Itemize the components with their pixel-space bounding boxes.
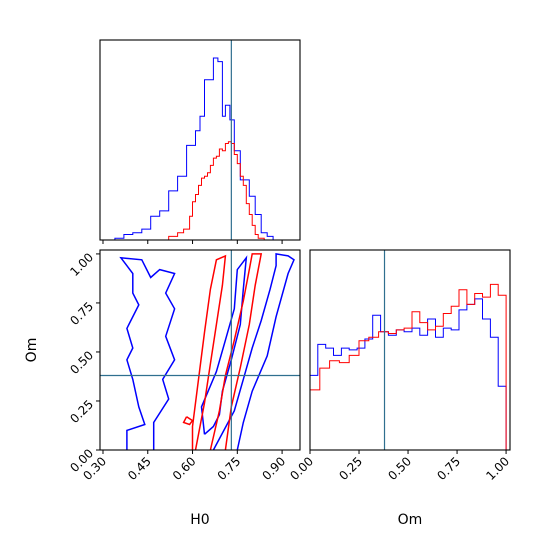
- h0-histogram-blue: [103, 57, 274, 241]
- om-histogram-panel: 0.00 0.25 0.50 0.75 1.00: [287, 249, 512, 483]
- om-x-tick-label: 0.50: [385, 454, 414, 483]
- h0-histogram-panel: [99, 39, 301, 244]
- h0-om-contour-panel: 0.30 0.45 0.60 0.75 0.90 0.000.250.500.751.0…: [67, 249, 301, 483]
- h0-x-tick-label: 0.45: [125, 454, 154, 483]
- h0-axis-label: H0: [190, 512, 209, 528]
- contour-blue-1: [212, 253, 295, 451]
- om-x-ticks: 0.00 0.25 0.50 0.75 1.00: [287, 450, 512, 483]
- h0-histogram-red: [168, 141, 265, 240]
- h0-x-tick-label: 0.60: [170, 454, 199, 483]
- contour-red-0: [191, 254, 227, 451]
- om-x-tick-label: 1.00: [483, 454, 512, 483]
- h0-x-ticks: 0.30 0.45 0.60 0.75 0.90: [80, 450, 288, 483]
- om-x-tick-label: 0.25: [336, 454, 365, 483]
- om-x-tick-label: 0.00: [287, 454, 316, 483]
- contour-blue-0: [119, 256, 176, 450]
- om-histogram-blue: [309, 298, 507, 450]
- h0-histogram-ticks: [102, 240, 283, 244]
- om-y-ticks: 0.000.250.500.751.00: [67, 250, 100, 475]
- om-histogram-series: [309, 283, 507, 450]
- om-x-tick-label: 0.75: [434, 454, 463, 483]
- om-histogram-red: [309, 283, 507, 450]
- om-y-tick-label: 0.25: [67, 397, 96, 426]
- h0-x-tick-label: 0.75: [215, 454, 244, 483]
- om-y-tick-label: 0.75: [67, 299, 96, 328]
- h0-histogram-series: [103, 57, 274, 241]
- h0-histogram-frame: [99, 39, 301, 241]
- om-x-axis-label: Om: [398, 512, 423, 528]
- om-histogram-frame: [309, 249, 511, 451]
- om-y-tick-label: 0.50: [67, 348, 96, 377]
- om-y-tick-label: 1.00: [67, 250, 96, 279]
- h0-om-contour-frame: [99, 249, 301, 451]
- om-y-axis-label: Om: [24, 338, 40, 363]
- h0-x-tick-label: 0.90: [259, 454, 288, 483]
- contour-red-2: [182, 416, 194, 426]
- h0-om-contours: [119, 253, 295, 451]
- contour-blue-2: [200, 255, 248, 435]
